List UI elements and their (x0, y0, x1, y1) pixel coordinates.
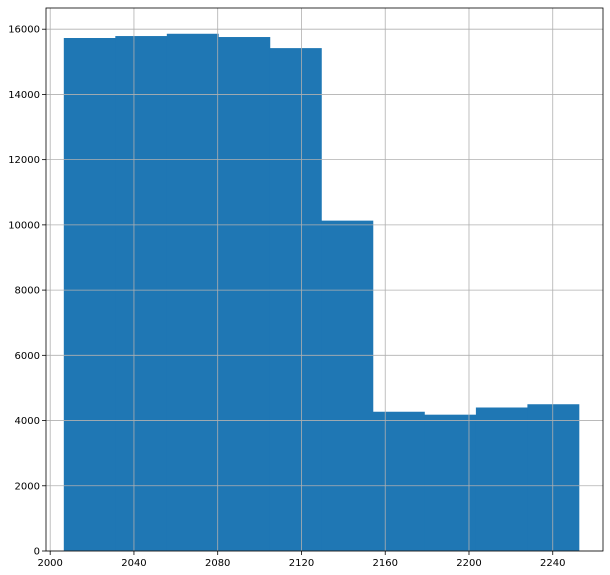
histogram-bar (63, 38, 116, 552)
x-tick-label: 2240 (540, 558, 565, 569)
histogram-bar (321, 220, 374, 552)
x-tick-label: 2200 (456, 558, 481, 569)
y-tick-label: 16000 (8, 25, 40, 36)
y-tick-label: 0 (34, 547, 40, 558)
bars-group (63, 33, 580, 552)
histogram-bar (372, 411, 425, 551)
y-axis-ticks: 0 2000 4000 6000 8000 10000 12000 14000 16000 (8, 25, 46, 558)
y-tick-label: 12000 (8, 155, 40, 166)
y-tick-label: 10000 (8, 220, 40, 231)
x-tick-label: 2120 (289, 558, 314, 569)
histogram-bar (527, 404, 580, 551)
x-tick-label: 2040 (121, 558, 146, 569)
plot-frame (45, 7, 604, 552)
histogram-bar (475, 407, 528, 551)
y-tick-label: 2000 (15, 481, 40, 492)
histogram-bar (218, 37, 271, 552)
x-tick-label: 2080 (205, 558, 230, 569)
x-tick-label: 2000 (37, 558, 62, 569)
y-tick-label: 4000 (15, 416, 40, 427)
histogram-bar (269, 48, 322, 551)
y-tick-label: 14000 (8, 90, 40, 101)
x-axis-ticks: 2000 2040 2080 2120 2160 2200 2240 (37, 551, 565, 569)
histogram-bar (166, 33, 219, 551)
histogram-bar (424, 414, 477, 551)
y-tick-label: 6000 (15, 351, 40, 362)
y-tick-label: 8000 (15, 286, 40, 297)
axes-group (45, 7, 604, 552)
grid-group (46, 8, 603, 552)
histogram-bar (115, 36, 168, 551)
x-tick-label: 2160 (372, 558, 397, 569)
